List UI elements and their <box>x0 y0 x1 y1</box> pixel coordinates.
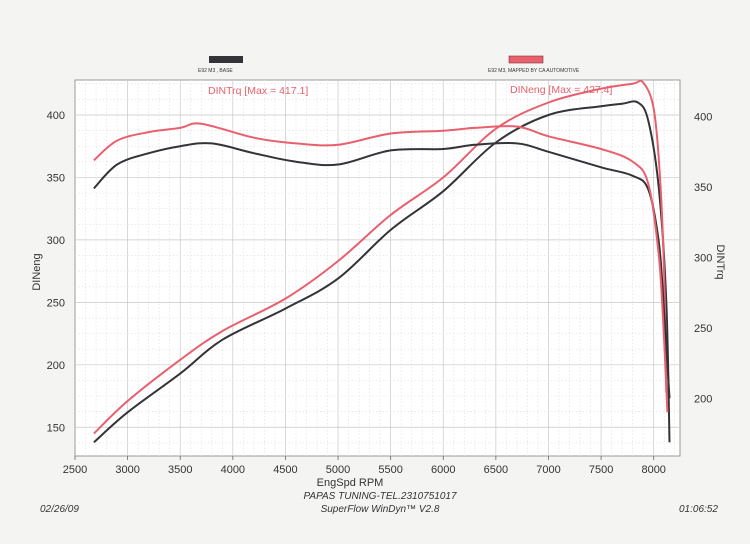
annotation-dineng-max: DINeng [Max = 427.4] <box>510 84 613 96</box>
y-axis-label-left: DINeng <box>31 253 43 290</box>
x-tick-label: 3000 <box>115 464 139 476</box>
series-line-dineng-base <box>93 100 671 444</box>
legend-swatch-mapped <box>508 55 544 64</box>
x-tick-label: 5000 <box>326 464 350 476</box>
footer-software: SuperFlow WinDyn™ V2.8 <box>321 504 440 515</box>
footer-shop: PAPAS TUNING-TEL.2310751017 <box>303 491 456 502</box>
x-tick-label: 8000 <box>641 464 665 476</box>
y-tick-label-right: 200 <box>694 393 712 405</box>
x-tick-label: 6000 <box>431 464 455 476</box>
x-tick-label: 4500 <box>273 464 297 476</box>
legend-label-mapped: E92 M3, MAPPED BY CA AUTOMOTIVE <box>488 68 580 74</box>
x-tick-label: 5500 <box>378 464 402 476</box>
y-tick-label-left: 400 <box>47 110 65 122</box>
legend: E92 M3 , BASE E92 M3, MAPPED BY CA AUTOM… <box>198 55 580 74</box>
y-tick-label-left: 200 <box>47 360 65 372</box>
legend-swatch-base <box>209 56 243 63</box>
x-tick-label: 7500 <box>589 464 613 476</box>
y-tick-label-left: 350 <box>47 172 65 184</box>
y-tick-label-right: 300 <box>694 252 712 264</box>
series-layer <box>93 79 671 444</box>
y-tick-label-left: 150 <box>47 422 65 434</box>
x-tick-label: 7000 <box>536 464 560 476</box>
y-tick-label-left: 250 <box>47 297 65 309</box>
y-axis-label-right: DINTrq <box>714 244 726 279</box>
axis-ticks: 2500 3000 3500 4000 4500 5000 5500 6000 6500 7000… <box>47 110 713 476</box>
grid-lines <box>75 80 680 456</box>
y-tick-label-left: 300 <box>47 235 65 247</box>
footer: 02/26/09 PAPAS TUNING-TEL.2310751017 Sup… <box>40 491 718 515</box>
annotation-dintrq-max: DINTrq [Max = 417.1] <box>208 85 308 97</box>
x-tick-label: 6500 <box>484 464 508 476</box>
x-axis-label: EngSpd RPM <box>317 477 384 489</box>
footer-date: 02/26/09 <box>40 504 79 515</box>
series-line-dintrq-mapped <box>93 122 669 413</box>
y-tick-label-right: 250 <box>694 323 712 335</box>
y-tick-label-right: 350 <box>694 182 712 194</box>
series-line-dineng-mapped <box>93 79 668 435</box>
x-tick-label: 2500 <box>63 464 87 476</box>
x-tick-label: 4000 <box>221 464 245 476</box>
x-tick-label: 3500 <box>168 464 192 476</box>
y-tick-label-right: 400 <box>694 112 712 124</box>
footer-time: 01:06:52 <box>679 504 718 515</box>
legend-label-base: E92 M3 , BASE <box>198 68 233 74</box>
